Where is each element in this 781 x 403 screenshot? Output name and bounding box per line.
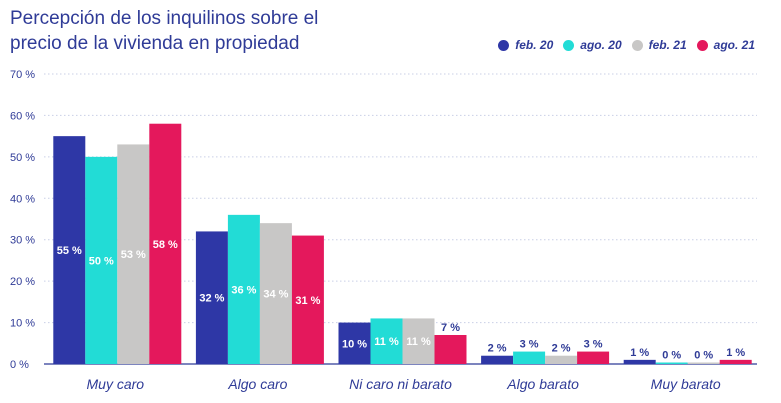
- bar: [338, 322, 371, 364]
- bar-value-label: 32 %: [199, 293, 224, 305]
- bar-value-label: 50 %: [89, 255, 114, 267]
- y-tick-label: 60 %: [10, 110, 35, 122]
- chart-title: Percepción de los inquilinos sobre el pr…: [10, 8, 319, 54]
- y-tick-label: 20 %: [10, 276, 35, 288]
- bar-value-label: 58 %: [153, 239, 178, 251]
- bar: [577, 351, 610, 364]
- bar: [623, 359, 656, 364]
- legend-label: feb. 20: [515, 38, 554, 52]
- bar: [545, 355, 578, 364]
- chart-legend: feb. 20 ago. 20 feb. 21 ago. 21: [498, 38, 755, 52]
- x-category-label: Algo caro: [227, 376, 287, 392]
- bar-value-label: 1 %: [726, 347, 745, 359]
- bar-value-label: 7 %: [441, 322, 460, 334]
- bar-value-label: 1 %: [630, 347, 649, 359]
- bar-value-label: 10 %: [342, 338, 367, 350]
- bar: [291, 235, 324, 364]
- x-category-label: Muy barato: [651, 376, 721, 392]
- legend-label: ago. 21: [713, 38, 755, 52]
- y-tick-label: 10 %: [10, 318, 35, 330]
- bar: [687, 362, 720, 364]
- bar: [513, 351, 546, 364]
- y-tick-label: 50 %: [10, 152, 35, 164]
- bar: [370, 318, 403, 364]
- y-tick-label: 0 %: [10, 359, 29, 371]
- bar-value-label: 34 %: [263, 289, 288, 301]
- bar: [655, 362, 688, 364]
- bar: [195, 231, 228, 364]
- legend-label: ago. 20: [580, 38, 622, 52]
- legend-dot-icon: [563, 39, 575, 51]
- bar-value-label: 0 %: [694, 350, 713, 362]
- bar-value-label: 31 %: [295, 295, 320, 307]
- legend-dot-icon: [498, 39, 510, 51]
- legend-dot-icon: [696, 39, 708, 51]
- bar-value-label: 2 %: [488, 343, 507, 355]
- legend-item-ago-21: ago. 21: [696, 38, 755, 52]
- x-category-label: Algo barato: [506, 376, 579, 392]
- bar: [85, 156, 118, 364]
- y-tick-label: 70 %: [10, 69, 35, 81]
- legend-item-ago-20: ago. 20: [563, 38, 622, 52]
- bar-value-label: 11 %: [374, 336, 399, 348]
- bar: [481, 355, 514, 364]
- bar-value-label: 0 %: [662, 350, 681, 362]
- x-category-label: Muy caro: [87, 376, 145, 392]
- bar-value-label: 36 %: [231, 284, 256, 296]
- bar: [259, 223, 292, 364]
- bar: [434, 335, 467, 364]
- bar: [53, 136, 86, 364]
- bar-value-label: 55 %: [57, 245, 82, 257]
- bar-value-label: 3 %: [584, 339, 603, 351]
- bar: [117, 144, 150, 364]
- legend-label: feb. 21: [648, 38, 687, 52]
- bar-value-label: 11 %: [406, 336, 431, 348]
- legend-item-feb-20: feb. 20: [498, 38, 553, 52]
- y-tick-label: 30 %: [10, 235, 35, 247]
- bar-value-label: 53 %: [121, 249, 146, 261]
- bar: [402, 318, 435, 364]
- x-category-label: Ni caro ni barato: [349, 376, 452, 392]
- y-tick-label: 40 %: [10, 193, 35, 205]
- bar: [719, 359, 752, 364]
- legend-item-feb-21: feb. 21: [631, 38, 687, 52]
- legend-dot-icon: [631, 39, 643, 51]
- bar: [227, 214, 260, 364]
- bar-value-label: 2 %: [552, 343, 571, 355]
- bar: [149, 123, 182, 364]
- bar-value-label: 3 %: [520, 339, 539, 351]
